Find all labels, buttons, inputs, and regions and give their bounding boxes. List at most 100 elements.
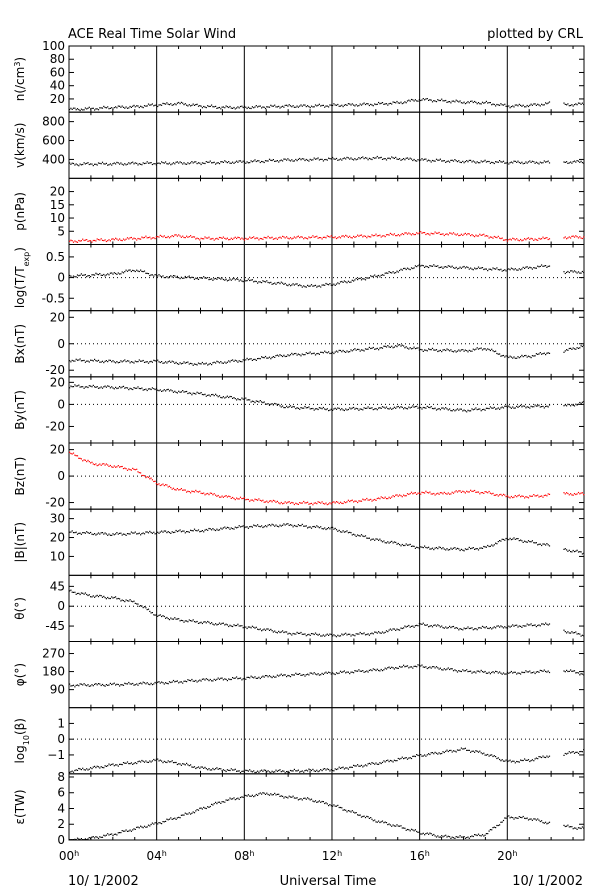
data-point xyxy=(305,286,307,288)
data-point xyxy=(546,671,548,673)
data-point xyxy=(133,468,135,470)
panel-frame xyxy=(68,641,585,709)
data-point xyxy=(479,103,481,105)
data-point xyxy=(283,674,285,676)
data-point xyxy=(455,409,457,411)
y-tick-label: 40 xyxy=(50,79,65,93)
data-point xyxy=(282,524,284,526)
data-point xyxy=(208,494,210,496)
data-point xyxy=(172,531,175,534)
data-point xyxy=(296,770,298,772)
data-point xyxy=(233,277,235,279)
data-point xyxy=(571,235,573,237)
data-point xyxy=(99,533,101,535)
data-point xyxy=(318,159,320,161)
data-point xyxy=(72,452,75,454)
data-point xyxy=(133,828,135,830)
data-point xyxy=(289,676,292,678)
data-point xyxy=(563,754,565,756)
panel-frame xyxy=(68,244,585,312)
data-point xyxy=(122,468,125,470)
data-point xyxy=(255,525,257,527)
data-point xyxy=(464,670,466,672)
data-point xyxy=(443,349,445,351)
data-point xyxy=(521,240,523,242)
data-point xyxy=(508,268,510,270)
data-point xyxy=(520,238,522,241)
data-point xyxy=(326,633,328,635)
data-point xyxy=(318,103,320,105)
data-point xyxy=(161,681,163,683)
data-point xyxy=(545,265,547,267)
data-point xyxy=(535,542,537,544)
data-point xyxy=(434,349,436,351)
data-point xyxy=(266,675,268,677)
data-point xyxy=(463,233,465,235)
data-point xyxy=(107,164,109,166)
data-point xyxy=(353,406,355,409)
data-point xyxy=(424,545,426,547)
data-point xyxy=(362,103,364,105)
data-point xyxy=(236,527,238,529)
data-point xyxy=(442,349,444,351)
data-point xyxy=(278,403,280,405)
data-point xyxy=(399,102,401,104)
data-point xyxy=(367,348,369,350)
data-point xyxy=(496,625,498,627)
data-point xyxy=(501,673,503,675)
y-tick-label: 0 xyxy=(57,469,65,483)
data-point xyxy=(418,622,420,625)
data-point xyxy=(286,405,288,407)
data-point xyxy=(501,759,503,761)
data-point xyxy=(429,407,431,409)
data-point xyxy=(263,161,265,164)
data-point xyxy=(533,103,535,105)
data-point xyxy=(510,495,512,498)
data-point xyxy=(147,273,150,275)
data-point xyxy=(363,278,365,280)
data-point xyxy=(378,349,380,351)
data-point xyxy=(307,673,309,675)
data-point xyxy=(140,360,142,362)
data-point xyxy=(163,821,165,823)
data-point xyxy=(543,352,545,354)
data-point xyxy=(381,274,384,276)
data-point xyxy=(426,667,428,670)
data-point xyxy=(111,361,113,363)
data-point xyxy=(497,407,499,409)
data-point xyxy=(222,527,224,529)
data-point xyxy=(496,237,498,239)
data-point xyxy=(533,542,535,544)
data-point xyxy=(567,631,569,633)
data-point xyxy=(496,103,498,106)
y-tick-label: 80 xyxy=(50,52,65,66)
data-point xyxy=(547,493,549,495)
data-point xyxy=(316,525,318,527)
data-point xyxy=(364,671,367,673)
data-point xyxy=(266,160,268,162)
data-point xyxy=(251,499,253,501)
data-point xyxy=(531,268,533,270)
data-point xyxy=(462,748,464,750)
data-point xyxy=(564,493,566,495)
data-point xyxy=(271,159,273,162)
data-point xyxy=(383,274,385,276)
data-point xyxy=(136,533,138,535)
data-point xyxy=(506,355,509,357)
data-point xyxy=(150,761,152,763)
data-point xyxy=(308,236,310,238)
data-point xyxy=(262,161,264,163)
data-point xyxy=(222,161,224,163)
data-point xyxy=(347,157,349,159)
data-point xyxy=(237,770,239,772)
data-point xyxy=(84,684,86,686)
data-point xyxy=(384,407,386,409)
data-point xyxy=(283,502,285,504)
data-point xyxy=(493,406,495,408)
data-point xyxy=(572,105,574,107)
data-point xyxy=(420,231,422,233)
data-point xyxy=(518,357,520,359)
data-point xyxy=(393,406,395,408)
data-point xyxy=(466,749,468,751)
data-point xyxy=(150,238,152,240)
